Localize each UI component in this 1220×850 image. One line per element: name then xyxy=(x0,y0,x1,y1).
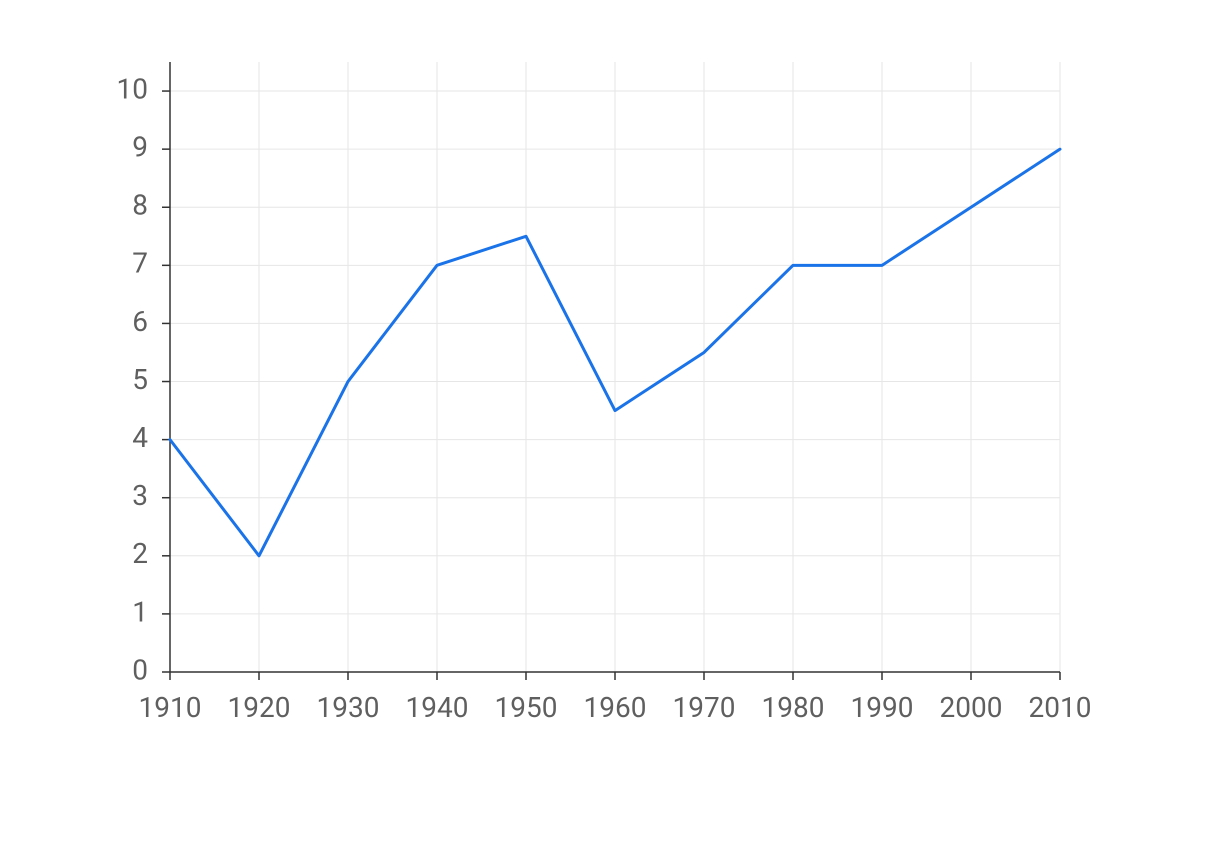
chart-svg: 1910192019301940195019601970198019902000… xyxy=(0,0,1220,850)
y-tick-labels: 0 1 2 3 4 5 6 7 8 9 10 xyxy=(117,72,149,686)
grid xyxy=(170,62,1060,672)
y-tick-label: 8 xyxy=(132,189,148,222)
x-tick-label: 1910 xyxy=(139,691,202,724)
y-tick-label: 4 xyxy=(132,421,148,454)
y-tick-label: 5 xyxy=(132,363,148,396)
y-tick-label: 3 xyxy=(132,479,148,512)
line-chart: 1910192019301940195019601970198019902000… xyxy=(0,0,1220,850)
y-tick-label: 2 xyxy=(132,537,148,570)
y-tick-label: 7 xyxy=(132,247,148,280)
x-tick-label: 1920 xyxy=(228,691,291,724)
x-tick-label: 1960 xyxy=(584,691,647,724)
x-tick-labels: 1910 1920 1930 1940 1950 1960 1970 1980 1990 2000… xyxy=(139,691,1092,724)
y-tick-label: 9 xyxy=(132,131,148,164)
x-tick-label: 1950 xyxy=(495,691,558,724)
x-tick-label: 2000 xyxy=(940,691,1003,724)
tick-marks xyxy=(162,91,1060,680)
y-tick-label: 1 xyxy=(132,595,148,628)
x-tick-label: 2010 xyxy=(1029,691,1092,724)
x-tick-label: 1980 xyxy=(762,691,825,724)
x-tick-label: 1970 xyxy=(673,691,736,724)
x-tick-label: 1990 xyxy=(851,691,914,724)
x-tick-label: 1930 xyxy=(317,691,380,724)
y-tick-label: 6 xyxy=(132,305,148,338)
y-tick-label: 0 xyxy=(132,653,148,686)
y-tick-label: 10 xyxy=(117,72,148,105)
x-tick-label: 1940 xyxy=(406,691,469,724)
